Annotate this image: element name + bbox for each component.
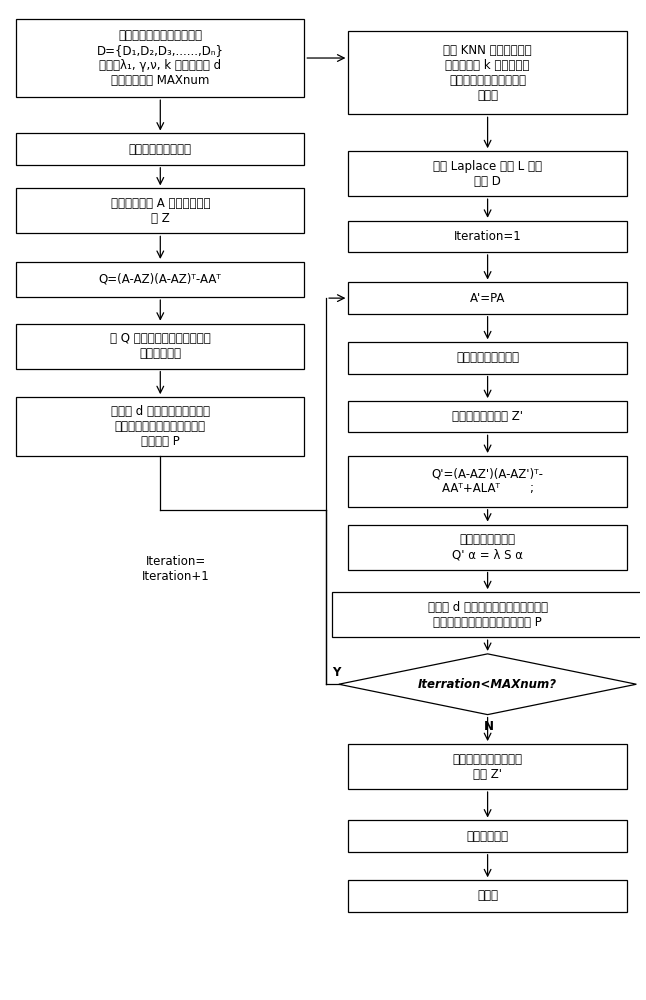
FancyBboxPatch shape <box>16 19 304 97</box>
FancyBboxPatch shape <box>348 151 627 196</box>
Text: 选取前 d 个较大的特征值对应的特征
向量，构成初始隐空间投影矩阵 P: 选取前 d 个较大的特征值对应的特征 向量，构成初始隐空间投影矩阵 P <box>428 601 548 629</box>
FancyBboxPatch shape <box>333 592 643 637</box>
FancyBboxPatch shape <box>348 221 627 252</box>
Text: 利用 KNN 算法对每个样
本点筛选出 k 个邻域点，
计算样本点到邻域点的欧
式距离: 利用 KNN 算法对每个样 本点筛选出 k 个邻域点， 计算样本点到邻域点的欧 … <box>443 44 532 102</box>
FancyBboxPatch shape <box>16 397 304 456</box>
FancyBboxPatch shape <box>348 744 627 789</box>
Text: Iteration=1: Iteration=1 <box>453 230 521 243</box>
Text: 谱聚类: 谱聚类 <box>477 889 498 902</box>
FancyBboxPatch shape <box>348 282 627 314</box>
Text: 选取前 d 个较大的特征值对应
的特征向量，构成初始隐空间
投影矩阵 P: 选取前 d 个较大的特征值对应 的特征向量，构成初始隐空间 投影矩阵 P <box>111 405 210 448</box>
Text: Y: Y <box>333 666 341 679</box>
Text: 构建 Laplace 矩阵 L 和对
角阵 D: 构建 Laplace 矩阵 L 和对 角阵 D <box>433 160 542 188</box>
FancyBboxPatch shape <box>16 324 304 369</box>
FancyBboxPatch shape <box>348 31 627 114</box>
FancyBboxPatch shape <box>16 133 304 165</box>
FancyBboxPatch shape <box>348 342 627 374</box>
Text: 构造邻接矩阵: 构造邻接矩阵 <box>466 830 508 843</box>
Text: 初始字典矩阵 A 和低秩表示系
数 Z: 初始字典矩阵 A 和低秩表示系 数 Z <box>110 197 210 225</box>
FancyBboxPatch shape <box>348 524 627 570</box>
Text: 鲁棒性低秩表达模型: 鲁棒性低秩表达模型 <box>456 351 519 364</box>
Text: Iteration=
Iteration+1: Iteration= Iteration+1 <box>142 555 210 583</box>
Text: Iterration<MAXnum?: Iterration<MAXnum? <box>418 678 557 691</box>
FancyBboxPatch shape <box>16 188 304 233</box>
Text: 求解广义特征方程
Q' α = λ S α: 求解广义特征方程 Q' α = λ S α <box>452 533 523 561</box>
Text: 隐空间的低秩表示系数
矩阵 Z': 隐空间的低秩表示系数 矩阵 Z' <box>453 753 523 781</box>
Text: N: N <box>484 720 494 733</box>
FancyBboxPatch shape <box>348 401 627 432</box>
FancyBboxPatch shape <box>348 880 627 912</box>
Text: 鲁棒性低秩表达模型: 鲁棒性低秩表达模型 <box>129 143 192 156</box>
FancyBboxPatch shape <box>348 456 627 507</box>
Text: 输入：原始高维特征序列：
D={D₁,D₂,D₃,......,Dₙ}
参数：λ₁, γ,ν, k 隐空间维度 d
最大迭代次数 MAXnum: 输入：原始高维特征序列： D={D₁,D₂,D₃,......,Dₙ} 参数：λ… <box>97 29 224 87</box>
Text: Q=(A-AZ)(A-AZ)ᵀ-AAᵀ: Q=(A-AZ)(A-AZ)ᵀ-AAᵀ <box>99 273 222 286</box>
Text: A'=PA: A'=PA <box>470 292 505 305</box>
FancyBboxPatch shape <box>348 820 627 852</box>
Text: Q'=(A-AZ')(A-AZ')ᵀ-
AAᵀ+ALAᵀ        ;: Q'=(A-AZ')(A-AZ')ᵀ- AAᵀ+ALAᵀ ; <box>432 467 543 495</box>
Text: 对 Q 进行特征分解，得到特征
向量和特征值: 对 Q 进行特征分解，得到特征 向量和特征值 <box>110 332 211 360</box>
FancyBboxPatch shape <box>16 262 304 297</box>
Polygon shape <box>339 654 636 715</box>
Text: 更新低秩系数矩阵 Z': 更新低秩系数矩阵 Z' <box>452 410 523 423</box>
